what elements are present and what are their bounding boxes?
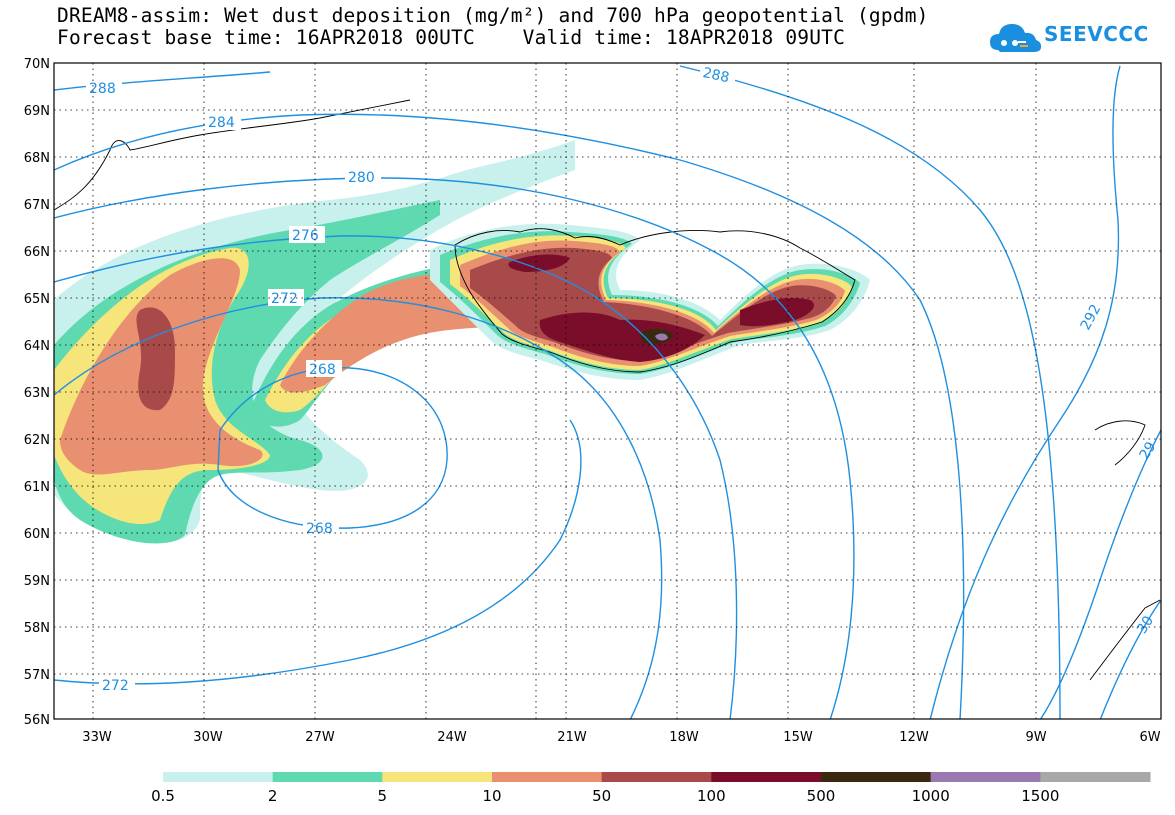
- contour-276: [54, 235, 738, 719]
- lon-label: 6W: [1139, 730, 1160, 745]
- dust-iceland-100b: [740, 298, 815, 327]
- lon-label: 33W: [82, 730, 112, 745]
- lat-label: 67N: [24, 198, 50, 213]
- contour-label-288-east: 288: [701, 65, 730, 86]
- greenland-coast: [54, 99, 411, 211]
- dust-iceland-100a: [539, 312, 705, 362]
- lon-label: 30W: [193, 730, 223, 745]
- lat-label: 66N: [24, 245, 50, 260]
- contour-label-276: 276: [292, 228, 319, 244]
- colorbar-swatch: [163, 772, 274, 782]
- lon-label: 24W: [437, 730, 467, 745]
- scotland-coast: [1089, 599, 1161, 681]
- seevccc-logo: SEEVCCC: [988, 16, 1148, 60]
- lon-label: 12W: [899, 730, 929, 745]
- contour-292: [929, 65, 1121, 719]
- cloud-icon: [990, 24, 1042, 52]
- iceland-coast: [454, 228, 856, 373]
- colorbar-swatch: [601, 772, 712, 782]
- contour-label-296: 29: [1137, 439, 1160, 463]
- contour-268: [217, 367, 448, 529]
- colorbar-swatch: [930, 772, 1041, 782]
- contour-272-inner: [54, 297, 663, 719]
- colorbar-label: 2: [267, 787, 278, 805]
- longitude-axis: 33W 30W 27W 24W 21W 18W 15W 12W 9W 6W: [82, 730, 1160, 745]
- contour-300: [1099, 599, 1161, 719]
- lat-label: 63N: [24, 386, 50, 401]
- colorbar-swatch: [821, 772, 932, 782]
- lat-label: 64N: [24, 339, 50, 354]
- map-subtitle: Forecast base time: 16APR2018 00UTC Vali…: [57, 26, 846, 49]
- lat-label: 58N: [24, 621, 50, 636]
- contour-label-272-inner: 272: [271, 291, 298, 307]
- lat-label: 59N: [24, 574, 50, 589]
- colorbar-label: 5: [377, 787, 388, 805]
- dust-iceland-1000: [655, 333, 668, 341]
- lon-label: 9W: [1025, 730, 1046, 745]
- contour-288-east: [679, 65, 1061, 719]
- lat-label: 56N: [24, 713, 50, 728]
- lat-label: 68N: [24, 151, 50, 166]
- lon-label: 15W: [783, 730, 813, 745]
- dust-iceland-100c: [508, 254, 570, 272]
- map-title: DREAM8-assim: Wet dust deposition (mg/m²…: [57, 4, 929, 27]
- lat-label: 69N: [24, 104, 50, 119]
- lon-label: 27W: [305, 730, 335, 745]
- colorbar-swatch: [492, 772, 603, 782]
- contour-272-outer: [54, 419, 582, 685]
- contour-label-284: 284: [208, 115, 235, 131]
- contour-280: [54, 177, 855, 719]
- colorbar-label: 100: [697, 787, 726, 805]
- logo-text: SEEVCCC: [1044, 22, 1149, 46]
- contour-label-300: 30: [1134, 613, 1157, 637]
- lat-label: 65N: [24, 292, 50, 307]
- lat-label: 62N: [24, 433, 50, 448]
- lat-label: 70N: [24, 57, 50, 72]
- contour-label-272-outer: 272: [102, 678, 129, 694]
- lon-label: 18W: [669, 730, 699, 745]
- dust-field: [54, 140, 870, 544]
- contour-label-288-west: 288: [89, 81, 116, 97]
- colorbar-swatch: [382, 772, 493, 782]
- lat-label: 61N: [24, 480, 50, 495]
- lat-label: 57N: [24, 668, 50, 683]
- latitude-axis: 70N 69N 68N 67N 66N 65N 64N 63N 62N 61N …: [24, 57, 50, 728]
- contour-label-280: 280: [348, 170, 375, 186]
- coastlines: [54, 99, 1161, 681]
- colorbar-label: 50: [592, 787, 612, 805]
- contour-labels: 288 284 280 276 272 268 268 272 288 292 …: [86, 62, 1160, 694]
- contour-label-268-south: 268: [306, 521, 333, 537]
- colorbar-label: 10: [482, 787, 502, 805]
- colorbar-swatch: [711, 772, 822, 782]
- contour-label-268-north: 268: [309, 362, 336, 378]
- map-frame: [53, 62, 1162, 720]
- colorbar-swatch: [1040, 772, 1151, 782]
- faroe-islands: [1094, 420, 1146, 466]
- dust-band-50a: [136, 307, 175, 411]
- lat-label: 60N: [24, 527, 50, 542]
- colorbar-label: 1500: [1021, 787, 1060, 805]
- colorbar-label: 0.5: [151, 787, 175, 805]
- colorbar-label: 1000: [911, 787, 950, 805]
- colorbar: [163, 772, 1151, 782]
- lon-label: 21W: [557, 730, 587, 745]
- colorbar-swatch: [272, 772, 383, 782]
- contour-288-west: [54, 71, 271, 91]
- colorbar-label: 500: [806, 787, 836, 805]
